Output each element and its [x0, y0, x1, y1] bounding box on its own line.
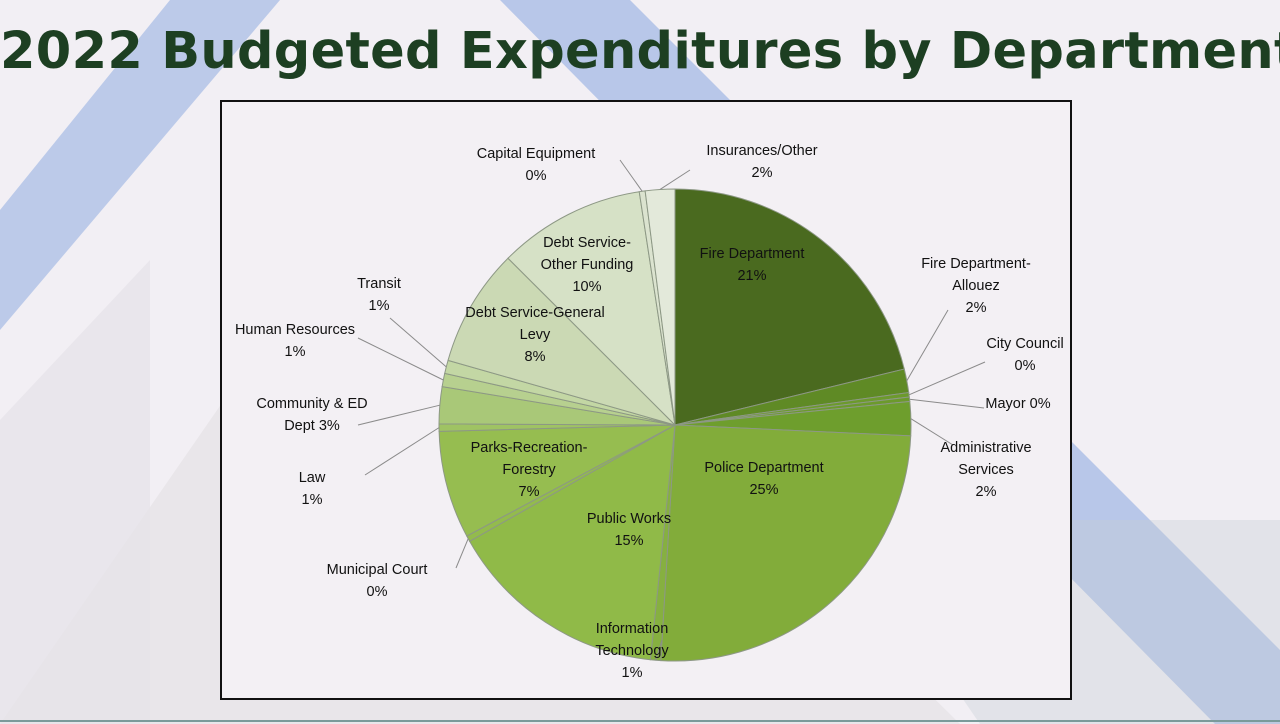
slice-label-line: Mayor 0%	[985, 396, 1050, 412]
slice-label-line: 7%	[519, 484, 540, 500]
slice-label-line: Forestry	[502, 462, 556, 478]
slice-label: Information Technology 1%	[595, 621, 669, 681]
slice-label-line: 1%	[302, 492, 323, 508]
leader-line	[906, 309, 949, 382]
slice-label-line: 1%	[369, 298, 390, 314]
slice-label: Debt Service- Other Funding 10%	[541, 235, 634, 295]
slice-label-line: Fire Department-	[921, 256, 1031, 272]
pie-slice-police-department	[660, 424, 912, 662]
slice-label-line: Public Works	[587, 511, 671, 527]
background-stripe-left	[0, 0, 280, 330]
pie-slice-parks-recreation-forestry	[438, 424, 676, 537]
slice-label-line: 8%	[525, 349, 546, 365]
slice-label-line: Law	[299, 470, 326, 486]
slice-label-line: Levy	[520, 327, 551, 343]
slice-label-line: Services	[958, 462, 1014, 478]
slice-label: Administrative Services 2%	[940, 440, 1031, 500]
slice-label-line: City Council	[986, 336, 1063, 352]
slice-label: Fire Department 21%	[700, 246, 805, 284]
leader-line	[910, 418, 954, 446]
slice-label: Police Department 25%	[704, 460, 823, 498]
slice-label-line: 0%	[526, 168, 547, 184]
slice-label-line: 2%	[752, 165, 773, 181]
slice-label-line: Other Funding	[541, 257, 634, 273]
slice-label-line: Debt Service-	[543, 235, 631, 251]
slice-label: Public Works 15%	[587, 511, 671, 549]
leader-lines	[357, 159, 986, 661]
slice-label: Insurances/Other 2%	[706, 143, 817, 181]
slice-label: Transit 1%	[357, 276, 401, 314]
slice-label-line: 25%	[749, 482, 778, 498]
slice-label: Law 1%	[299, 470, 326, 508]
slice-label-line: Parks-Recreation-	[471, 440, 588, 456]
slice-label-line: 21%	[737, 268, 766, 284]
slice-label-line: 2%	[976, 484, 997, 500]
leader-line	[619, 159, 643, 192]
slice-label-line: Dept 3%	[284, 418, 340, 434]
slice-label-line: Information	[596, 621, 669, 637]
slice-label: Debt Service-General Levy 8%	[465, 305, 604, 365]
leader-line	[455, 538, 469, 569]
pie-slice-public-works	[468, 424, 676, 661]
leader-line	[364, 427, 440, 476]
slice-label: Fire Department- Allouez 2%	[921, 256, 1031, 316]
slice-label-line: Fire Department	[700, 246, 805, 262]
page-title: 2022 Budgeted Expenditures by Department	[0, 22, 1280, 81]
pie-chart: Fire Department 21% Fire Department- Alloue…	[235, 143, 1064, 681]
slice-label-line: Insurances/Other	[706, 143, 817, 159]
slice-label-line: 15%	[614, 533, 643, 549]
pie-slice-debt-service-other-funding	[507, 191, 676, 427]
pie-slices	[438, 188, 912, 662]
slice-label: Mayor 0%	[985, 396, 1050, 412]
leader-line	[357, 404, 440, 426]
leader-line	[357, 337, 444, 381]
slice-label-line: Capital Equipment	[477, 146, 596, 162]
slice-label-line: 1%	[622, 665, 643, 681]
slice-label-line: 0%	[1015, 358, 1036, 374]
leader-line	[655, 639, 663, 661]
slice-labels: Fire Department 21% Fire Department- Alloue…	[235, 143, 1064, 681]
slice-label: Parks-Recreation- Forestry 7%	[471, 440, 588, 500]
slice-label-line: Debt Service-General	[465, 305, 604, 321]
leader-line	[389, 317, 447, 368]
leader-line	[659, 169, 691, 190]
slice-label-line: Technology	[595, 643, 669, 659]
pie-slice-debt-service-general-levy	[447, 257, 677, 427]
slice-label-line: 1%	[285, 344, 306, 360]
pie-slice-insurances-other	[644, 188, 676, 426]
pie-slice-fire-department	[674, 188, 905, 426]
slice-label: Municipal Court 0%	[327, 562, 428, 600]
background-triangle-left	[0, 260, 150, 724]
slice-label-line: Police Department	[704, 460, 823, 476]
slice-label-line: 2%	[966, 300, 987, 316]
slice-label: Community & ED Dept 3%	[256, 396, 367, 434]
leader-line	[909, 398, 985, 409]
slice-label-line: 10%	[572, 279, 601, 295]
slice-label-line: Administrative	[940, 440, 1031, 456]
leader-line	[908, 361, 986, 396]
slice-label-line: Allouez	[952, 278, 1000, 294]
slice-label-line: Transit	[357, 276, 401, 292]
slice-label-line: Municipal Court	[327, 562, 428, 578]
slice-label: Capital Equipment 0%	[477, 146, 596, 184]
slice-label: Human Resources 1%	[235, 322, 355, 360]
slice-label-line: Community & ED	[256, 396, 367, 412]
slice-label-line: Human Resources	[235, 322, 355, 338]
slice-label-line: 0%	[367, 584, 388, 600]
slice-label: City Council 0%	[986, 336, 1063, 374]
